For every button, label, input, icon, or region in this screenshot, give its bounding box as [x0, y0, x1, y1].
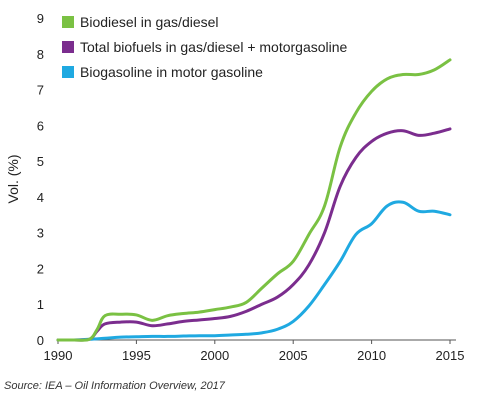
series-layer	[56, 58, 452, 342]
legend-swatch	[62, 41, 74, 53]
y-tick-label: 4	[37, 190, 44, 205]
legend-label: Total biofuels in gas/diesel + motorgaso…	[80, 39, 348, 55]
series-line-biogasoline-in-motor-gasoline	[56, 200, 452, 342]
x-tick-label: 1990	[44, 348, 73, 363]
legend-label: Biodiesel in gas/diesel	[80, 14, 219, 30]
x-tick-label: 1995	[122, 348, 151, 363]
y-tick-label: 9	[37, 11, 44, 26]
legend-swatch	[62, 16, 74, 28]
legend-swatch	[62, 66, 74, 78]
x-tick-label: 2010	[357, 348, 386, 363]
y-tick-label: 1	[37, 297, 44, 312]
y-axis-label: Vol. (%)	[5, 154, 21, 203]
legend: Biodiesel in gas/diesel Total biofuels in…	[62, 14, 348, 80]
series-line-total-biofuels-in-gas-diesel-motorgasoline	[56, 127, 452, 342]
y-tick-label: 0	[37, 333, 44, 348]
y-tick-label: 8	[37, 47, 44, 62]
legend-label: Biogasoline in motor gasoline	[80, 64, 263, 80]
x-tick-label: 2000	[200, 348, 229, 363]
x-tick-label: 2015	[436, 348, 465, 363]
axes: 0 1 2 3 4 5 6 7 8 9 1990 1995 2000 2005 2010 2015	[37, 11, 465, 363]
y-tick-label: 2	[37, 261, 44, 276]
y-tick-label: 5	[37, 154, 44, 169]
x-tick-label: 2005	[279, 348, 308, 363]
y-tick-label: 6	[37, 118, 44, 133]
source-note: Source: IEA – Oil Information Overview, …	[4, 380, 226, 392]
y-tick-label: 7	[37, 83, 44, 98]
series-line-biodiesel-in-gas-diesel	[56, 58, 452, 342]
y-tick-label: 3	[37, 226, 44, 241]
